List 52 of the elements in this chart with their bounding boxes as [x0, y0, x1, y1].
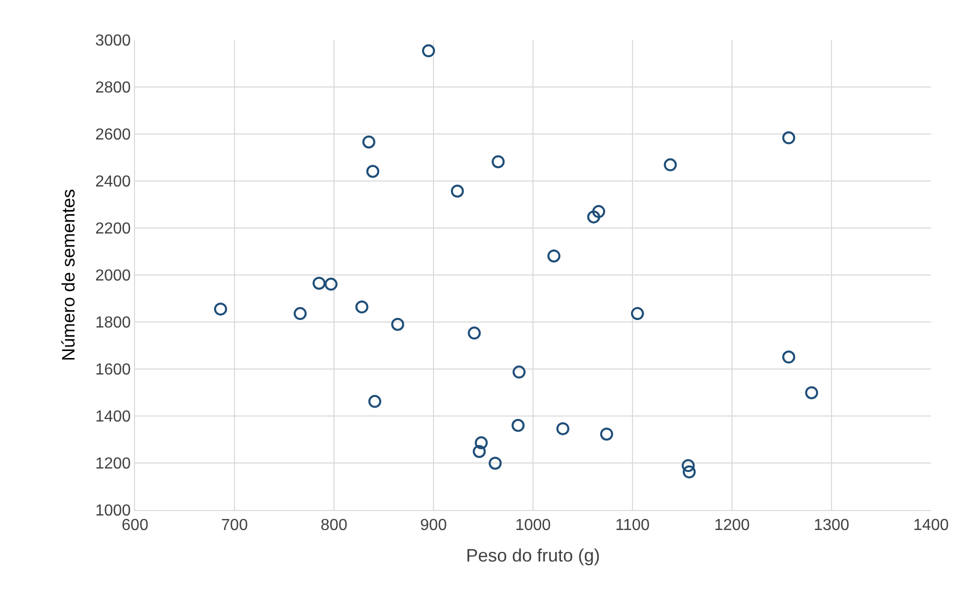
y-tick-label: 2000	[95, 268, 131, 285]
point	[324, 278, 338, 291]
y-tick-label: 1200	[95, 456, 131, 473]
point	[355, 300, 368, 314]
y-tick-label: 1400	[95, 408, 131, 426]
x-tick-label: 1300	[814, 517, 850, 534]
y-axis-title: Número de sementes	[58, 188, 78, 362]
point	[600, 428, 614, 441]
point	[547, 249, 560, 262]
point	[474, 436, 488, 450]
point	[682, 459, 695, 472]
point	[391, 318, 404, 331]
x-tick-label: 900	[420, 517, 447, 534]
x-tick-label: 800	[320, 517, 348, 534]
y-tick-label: 2400	[95, 174, 131, 191]
x-tick-label: 600	[122, 517, 148, 534]
x-axis-title: Peso do fruto (g)	[466, 545, 600, 566]
x-tick-label: 1200	[714, 517, 750, 534]
point	[492, 155, 505, 168]
point	[488, 456, 502, 470]
point	[368, 394, 382, 408]
point	[592, 205, 606, 218]
y-tick-label: 1600	[95, 362, 131, 379]
point	[512, 366, 526, 379]
point	[512, 418, 525, 432]
point	[362, 135, 376, 148]
point	[682, 465, 696, 478]
x-tick-label: 700	[221, 517, 248, 534]
point	[422, 44, 436, 58]
y-tick-label: 2600	[95, 126, 131, 144]
point	[468, 326, 481, 340]
point	[664, 158, 677, 172]
x-tick-label: 1100	[615, 517, 650, 534]
y-tick-label: 1000	[95, 502, 131, 520]
y-tick-label: 2800	[95, 80, 131, 97]
y-tick-label: 1800	[95, 314, 131, 332]
point	[294, 307, 307, 320]
point	[782, 350, 796, 364]
point	[366, 164, 380, 178]
point	[450, 184, 464, 198]
point	[556, 422, 570, 436]
x-tick-label: 1400	[913, 517, 949, 534]
point	[312, 276, 326, 290]
point	[214, 302, 228, 316]
x-tick-label: 1000	[515, 517, 551, 534]
point	[587, 210, 600, 224]
point	[472, 444, 486, 458]
y-tick-label: 3000	[95, 32, 131, 50]
y-tick-label: 2200	[95, 220, 131, 238]
point	[782, 131, 796, 144]
point	[805, 386, 818, 400]
point	[630, 307, 644, 320]
